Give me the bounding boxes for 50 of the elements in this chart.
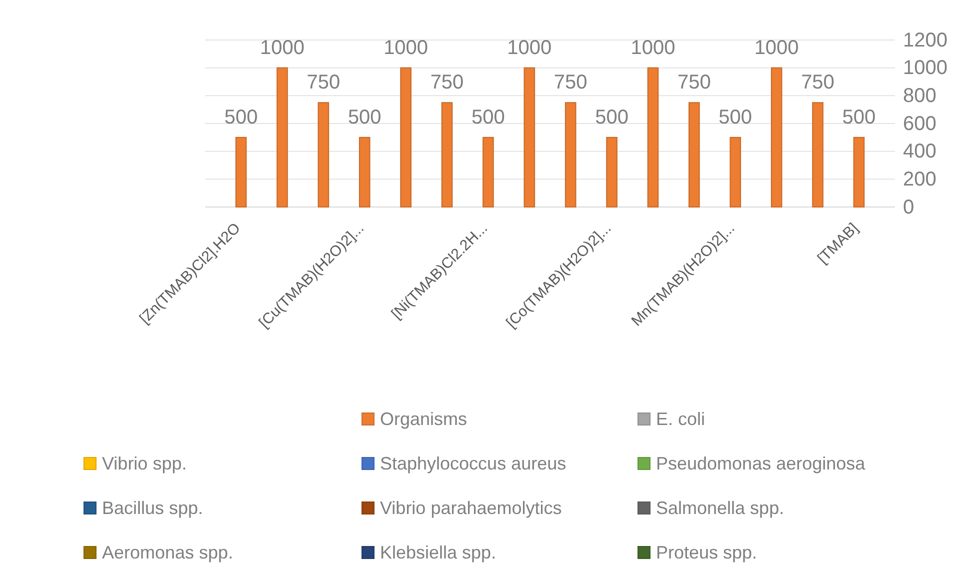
y2-tick-label: 0 [903,196,914,218]
bar [400,67,412,208]
data-label: 500 [224,106,258,128]
data-label: 500 [718,106,752,128]
bar [358,136,370,208]
data-label: 750 [430,72,464,94]
data-label: 750 [801,72,834,94]
bar [730,136,742,208]
bar [812,102,824,208]
legend-label: Vibrio parahaemolytics [380,498,562,518]
y2-tick-label: 600 [903,112,936,135]
y2-tick-label: 1200 [903,29,948,52]
data-label: 750 [677,72,711,94]
y2-tick-label: 200 [903,168,936,191]
y2-tick-label: 400 [903,140,936,163]
data-label: 1000 [507,36,552,59]
bar [482,136,494,208]
y2-tick-label: 1000 [903,57,948,80]
legend-label: Salmonella spp. [656,498,784,518]
legend-label: Staphylococcus aureus [380,454,566,474]
bar [647,67,659,208]
legend-label: Bacillus spp. [102,498,204,518]
data-label: 750 [306,72,340,94]
bar [688,102,700,208]
bar [853,136,865,208]
bar [441,102,453,208]
data-label: 1000 [260,36,304,59]
bar [770,67,782,208]
data-label: 500 [348,106,382,128]
legend-label: Pseudomonas aeroginosa [656,454,866,474]
bar [564,102,576,208]
bar [276,67,288,208]
data-label: 1000 [630,36,676,59]
legend-label: Klebsiella spp. [380,542,496,562]
bar [235,136,247,208]
bar [606,136,618,208]
legend-label: E. coli [656,409,706,429]
bar [318,102,330,208]
data-label: 1000 [754,36,799,59]
y2-tick-label: 800 [903,85,936,108]
legend-label: Proteus spp. [656,542,758,562]
legend-label: Aeromonas spp. [102,542,234,562]
legend-label: Organisms [380,409,468,429]
data-label: 500 [472,106,505,128]
data-label: 500 [595,106,628,128]
bar [524,67,536,208]
data-label: 1000 [384,36,428,59]
data-label: 500 [842,106,876,128]
legend-label: Vibrio spp. [102,454,187,474]
data-label: 750 [554,72,588,94]
